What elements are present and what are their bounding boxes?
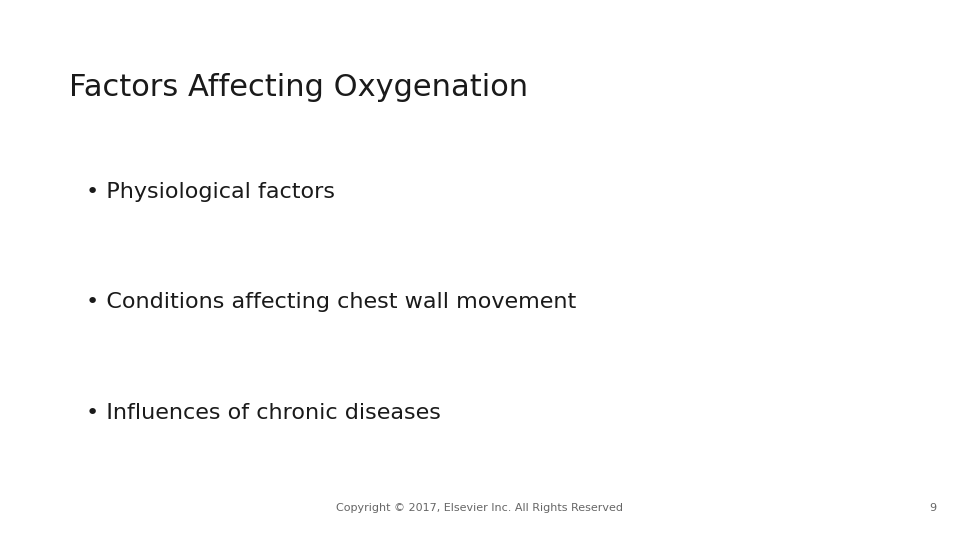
Text: • Physiological factors: • Physiological factors: [86, 181, 335, 202]
Text: 9: 9: [929, 503, 936, 513]
Text: • Conditions affecting chest wall movement: • Conditions affecting chest wall moveme…: [86, 292, 577, 313]
Text: Copyright © 2017, Elsevier Inc. All Rights Reserved: Copyright © 2017, Elsevier Inc. All Righ…: [337, 503, 623, 513]
Text: • Influences of chronic diseases: • Influences of chronic diseases: [86, 403, 442, 423]
Text: Factors Affecting Oxygenation: Factors Affecting Oxygenation: [69, 73, 528, 102]
